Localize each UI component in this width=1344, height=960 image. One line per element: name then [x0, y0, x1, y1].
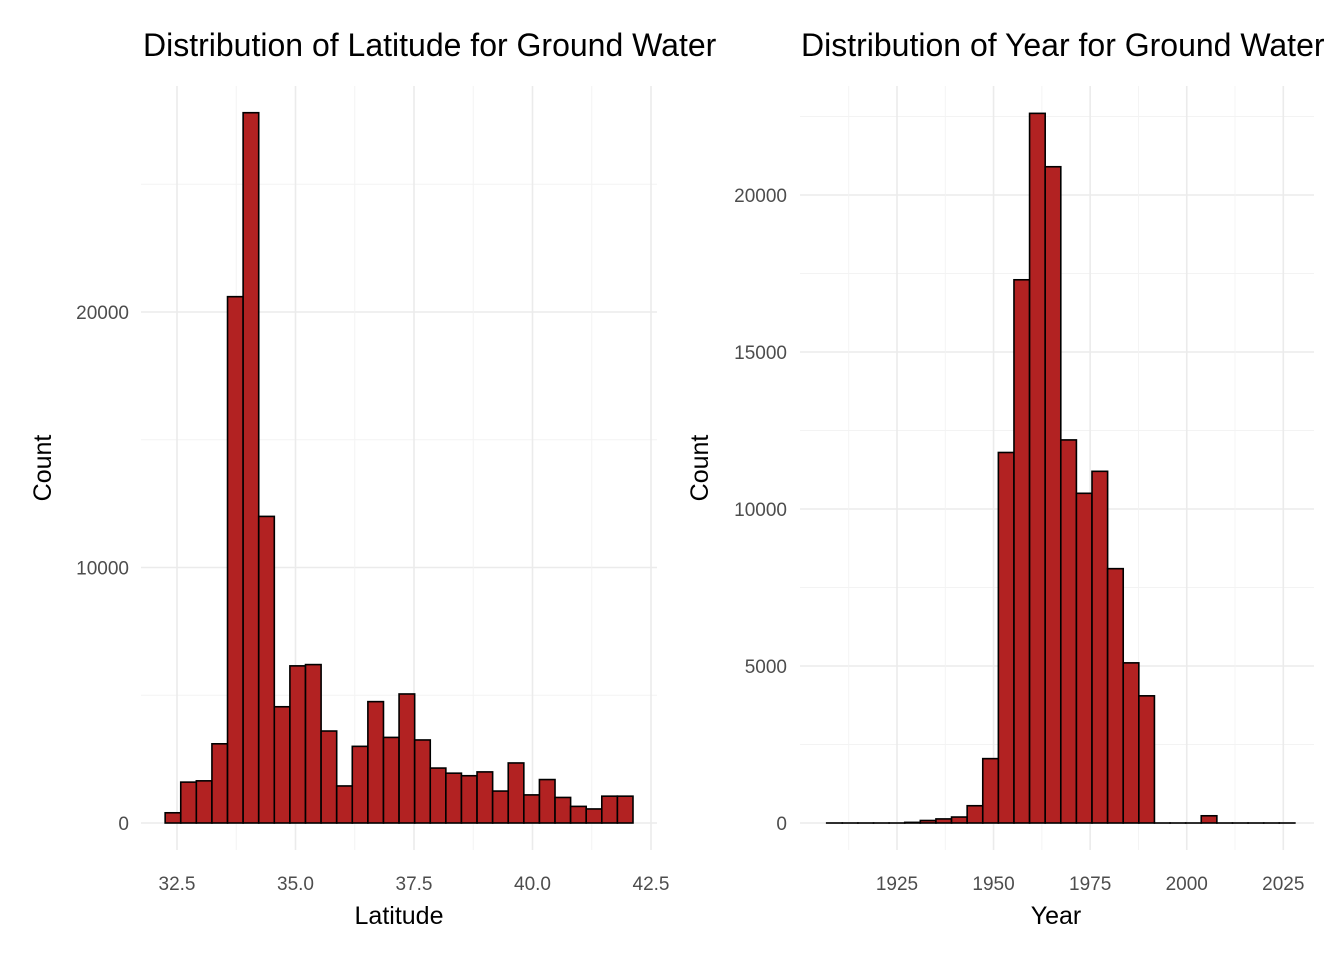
latitude-x-tick-label: 40.0: [514, 874, 551, 895]
year-y-axis-title: Count: [686, 435, 714, 502]
year-histogram-bar: [1013, 278, 1031, 824]
year-histogram-bar: [1044, 165, 1062, 824]
latitude-histogram-bar: [569, 805, 588, 824]
year-histogram-bar: [1091, 470, 1109, 824]
year-histogram-bar: [1059, 439, 1078, 824]
year-histogram-bar: [935, 818, 953, 824]
latitude-histogram-bar: [616, 795, 634, 824]
year-histogram-bar: [903, 821, 922, 824]
latitude-y-axis-title: Count: [29, 435, 57, 502]
year-bars: [825, 112, 1296, 824]
latitude-histogram-bar: [585, 808, 603, 824]
latitude-bars: [164, 111, 634, 824]
latitude-histogram-bar: [460, 774, 478, 824]
latitude-histogram-bar: [382, 736, 400, 824]
latitude-histogram-bar: [523, 794, 541, 824]
year-x-tick-labels: 1925 1950 1975 2000 2025: [876, 874, 1305, 895]
year-x-tick-label: 2000: [1166, 874, 1208, 895]
latitude-histogram-bar: [211, 742, 229, 824]
latitude-histogram-bar: [398, 693, 416, 824]
latitude-histogram-bar: [289, 665, 307, 824]
year-chart-title: Distribution of Year for Ground Water: [801, 27, 1325, 63]
latitude-x-tick-label: 37.5: [396, 874, 433, 895]
latitude-x-tick-label: 35.0: [277, 874, 314, 895]
year-y-tick-label: 0: [776, 814, 787, 835]
latitude-histogram-bar: [351, 745, 369, 824]
year-y-tick-label: 15000: [734, 343, 787, 364]
latitude-histogram-bar: [164, 811, 182, 824]
latitude-histogram-bar: [507, 762, 525, 824]
latitude-histogram-panel: 0 10000 20000 32.5 35.0 37.5 40.0 42.5 Distrib…: [29, 27, 717, 930]
latitude-y-tick-label: 20000: [76, 303, 129, 324]
latitude-histogram-bar: [304, 663, 322, 824]
latitude-histogram-bar: [429, 767, 447, 824]
latitude-histogram-bar: [242, 111, 260, 824]
year-histogram-bar: [950, 816, 968, 824]
year-y-tick-label: 20000: [734, 186, 787, 207]
year-y-tick-labels: 0 5000 10000 15000 20000: [734, 186, 787, 835]
latitude-histogram-bar: [600, 795, 619, 824]
latitude-histogram-bar: [476, 771, 494, 824]
latitude-histogram-bar: [320, 730, 338, 824]
latitude-histogram-bar: [179, 781, 198, 824]
year-histogram-bar: [1138, 695, 1156, 824]
latitude-x-tick-label: 32.5: [159, 874, 196, 895]
year-x-tick-label: 2025: [1262, 874, 1304, 895]
year-histogram-panel: 0 5000 10000 15000 20000 1925 1950 1975 2000 202…: [686, 27, 1325, 930]
latitude-x-tick-label: 42.5: [633, 874, 670, 895]
year-histogram-bar: [981, 757, 1000, 824]
latitude-histogram-bar: [226, 295, 244, 824]
latitude-histogram-bar: [335, 785, 354, 824]
year-histogram-bar: [919, 819, 937, 824]
year-y-tick-label: 5000: [745, 657, 787, 678]
latitude-histogram-bar: [538, 778, 556, 824]
latitude-y-tick-label: 10000: [76, 559, 129, 580]
latitude-x-tick-labels: 32.5 35.0 37.5 40.0 42.5: [159, 874, 670, 895]
year-histogram-bar: [1200, 814, 1218, 824]
latitude-histogram-bar: [367, 700, 385, 824]
latitude-x-axis-title: Latitude: [355, 902, 444, 930]
latitude-chart-title: Distribution of Latitude for Ground Wate…: [143, 27, 717, 63]
year-y-tick-label: 10000: [734, 500, 787, 521]
latitude-histogram-bar: [273, 705, 291, 824]
latitude-y-tick-labels: 0 10000 20000: [76, 303, 129, 835]
latitude-histogram-bar: [195, 780, 213, 824]
year-histogram-bar: [1028, 112, 1046, 824]
year-histogram-bar: [1075, 492, 1093, 824]
latitude-histogram-bar: [491, 790, 510, 824]
year-x-tick-label: 1925: [876, 874, 918, 895]
year-histogram-bar: [966, 804, 984, 824]
latitude-histogram-bar: [413, 739, 432, 824]
latitude-histogram-bar: [445, 772, 463, 824]
year-x-axis-title: Year: [1031, 902, 1082, 930]
year-histogram-bar: [1122, 662, 1140, 824]
year-histogram-bar: [1106, 567, 1125, 824]
year-x-tick-label: 1975: [1069, 874, 1111, 895]
year-histogram-bar: [997, 451, 1015, 824]
latitude-y-tick-label: 0: [118, 814, 129, 835]
latitude-histogram-bar: [257, 515, 276, 824]
year-x-tick-label: 1950: [972, 874, 1014, 895]
latitude-histogram-bar: [554, 796, 572, 824]
